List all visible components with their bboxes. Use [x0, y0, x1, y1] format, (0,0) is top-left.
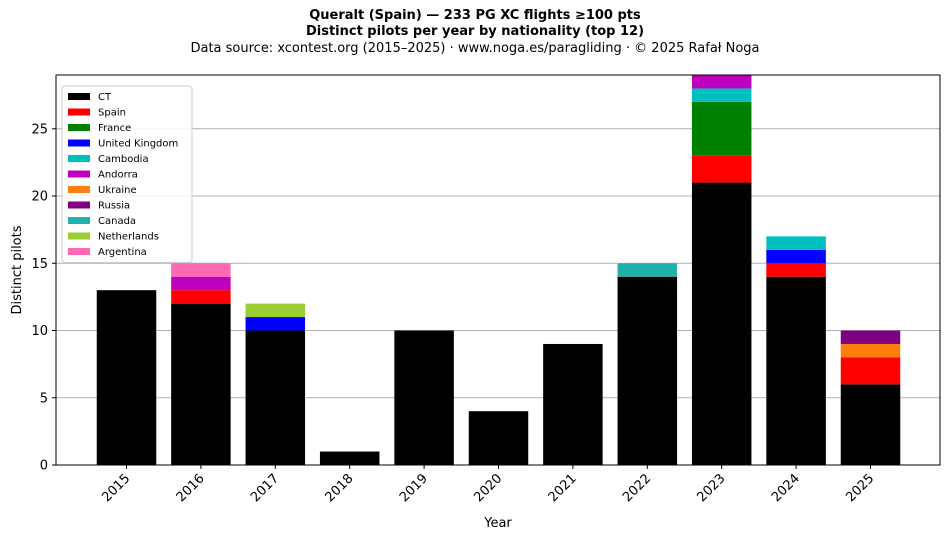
legend-swatch — [68, 108, 90, 116]
legend-entry: Russia — [98, 201, 130, 212]
legend-swatch — [68, 232, 90, 240]
data-source-note: Data source: xcontest.org (2015–2025) · … — [190, 41, 760, 56]
bar-segment-spain — [691, 155, 752, 183]
bar-segment-spain — [840, 357, 901, 385]
bar-segment-andorra — [691, 75, 752, 89]
legend-swatch — [68, 217, 90, 224]
bar-segment-spain — [766, 263, 826, 277]
y-tick-label: 15 — [31, 257, 48, 272]
legend-entry: Canada — [98, 216, 136, 227]
bar-segment-united-kingdom — [245, 317, 306, 331]
legend-swatch — [68, 124, 90, 131]
legend-swatch — [68, 201, 90, 209]
legend-entry: Andorra — [98, 170, 138, 181]
y-tick-label: 0 — [40, 459, 48, 474]
bar-segment-france — [691, 101, 752, 156]
chart-subtitle: Distinct pilots per year by nationality … — [305, 24, 645, 39]
x-tick-label: 2024 — [769, 471, 803, 505]
bar-segment-spain — [171, 290, 231, 304]
bar-segment-canada — [617, 263, 678, 277]
x-tick-label: 2019 — [397, 471, 431, 505]
legend-swatch — [68, 155, 90, 162]
bar-segment-netherlands — [245, 303, 306, 318]
bar-segment-cambodia — [691, 88, 752, 102]
legend-swatch — [68, 139, 90, 147]
x-tick-label: 2018 — [323, 471, 357, 505]
legend-entry: Ukraine — [98, 185, 137, 196]
x-tick-label: 2016 — [174, 471, 208, 505]
legend-swatch — [68, 170, 90, 178]
bar-segment-ct — [543, 343, 603, 465]
bar-segment-united-kingdom — [766, 249, 826, 264]
bar-segment-andorra — [171, 276, 231, 291]
chart-title: Queralt (Spain) — 233 PG XC flights ≥100… — [309, 8, 641, 23]
bar-segment-ct — [691, 182, 752, 465]
legend-entry: Netherlands — [98, 232, 159, 243]
bar-segment-ct — [394, 330, 454, 465]
bar-segment-russia — [840, 330, 901, 344]
y-tick-label: 20 — [31, 190, 48, 205]
legend-entry: United Kingdom — [98, 139, 178, 150]
y-tick-label: 10 — [31, 324, 48, 339]
legend-box — [61, 85, 193, 263]
bar-segment-ct — [245, 330, 306, 465]
x-axis-label: Year — [483, 516, 512, 531]
x-tick-label: 2021 — [546, 471, 580, 505]
bar-segment-ct — [617, 276, 678, 465]
x-tick-label: 2017 — [248, 471, 282, 505]
x-tick-label: 2020 — [471, 471, 505, 505]
legend-entry: Spain — [98, 108, 126, 119]
bar-segment-cambodia — [766, 236, 826, 250]
x-axis: 2015 2016 2017 2018 2019 2020 2021 2022 2023 2024… — [99, 465, 877, 505]
legend-entry: CT — [98, 92, 112, 103]
chart-title-block: Queralt (Spain) — 233 PG XC flights ≥100… — [0, 8, 950, 57]
x-tick-label: 2025 — [843, 471, 877, 505]
legend: CT Spain France United Kingdom Cambodia Andor… — [61, 85, 193, 263]
legend-swatch — [68, 93, 90, 100]
x-tick-label: 2015 — [99, 471, 133, 505]
y-axis-label: Distinct pilots — [10, 225, 25, 314]
y-tick-label: 25 — [31, 122, 48, 137]
bars — [96, 75, 901, 465]
x-tick-label: 2023 — [695, 471, 729, 505]
y-tick-label: 5 — [40, 391, 48, 406]
bar-segment-ct — [468, 411, 529, 465]
legend-entry: Cambodia — [98, 154, 149, 165]
legend-swatch — [68, 248, 90, 255]
bar-segment-ct — [766, 276, 826, 465]
legend-swatch — [68, 186, 90, 193]
bar-segment-ct — [840, 384, 901, 465]
bar-segment-ct — [96, 290, 157, 465]
legend-entry: Argentina — [98, 247, 147, 258]
x-tick-label: 2022 — [620, 471, 654, 505]
bar-segment-ukraine — [840, 343, 901, 358]
legend-entry: France — [98, 123, 131, 134]
bar-segment-ct — [319, 451, 380, 465]
bar-segment-ct — [171, 303, 231, 465]
bar-segment-argentina — [171, 263, 231, 277]
y-axis: 0 5 10 15 20 25 — [31, 122, 56, 474]
